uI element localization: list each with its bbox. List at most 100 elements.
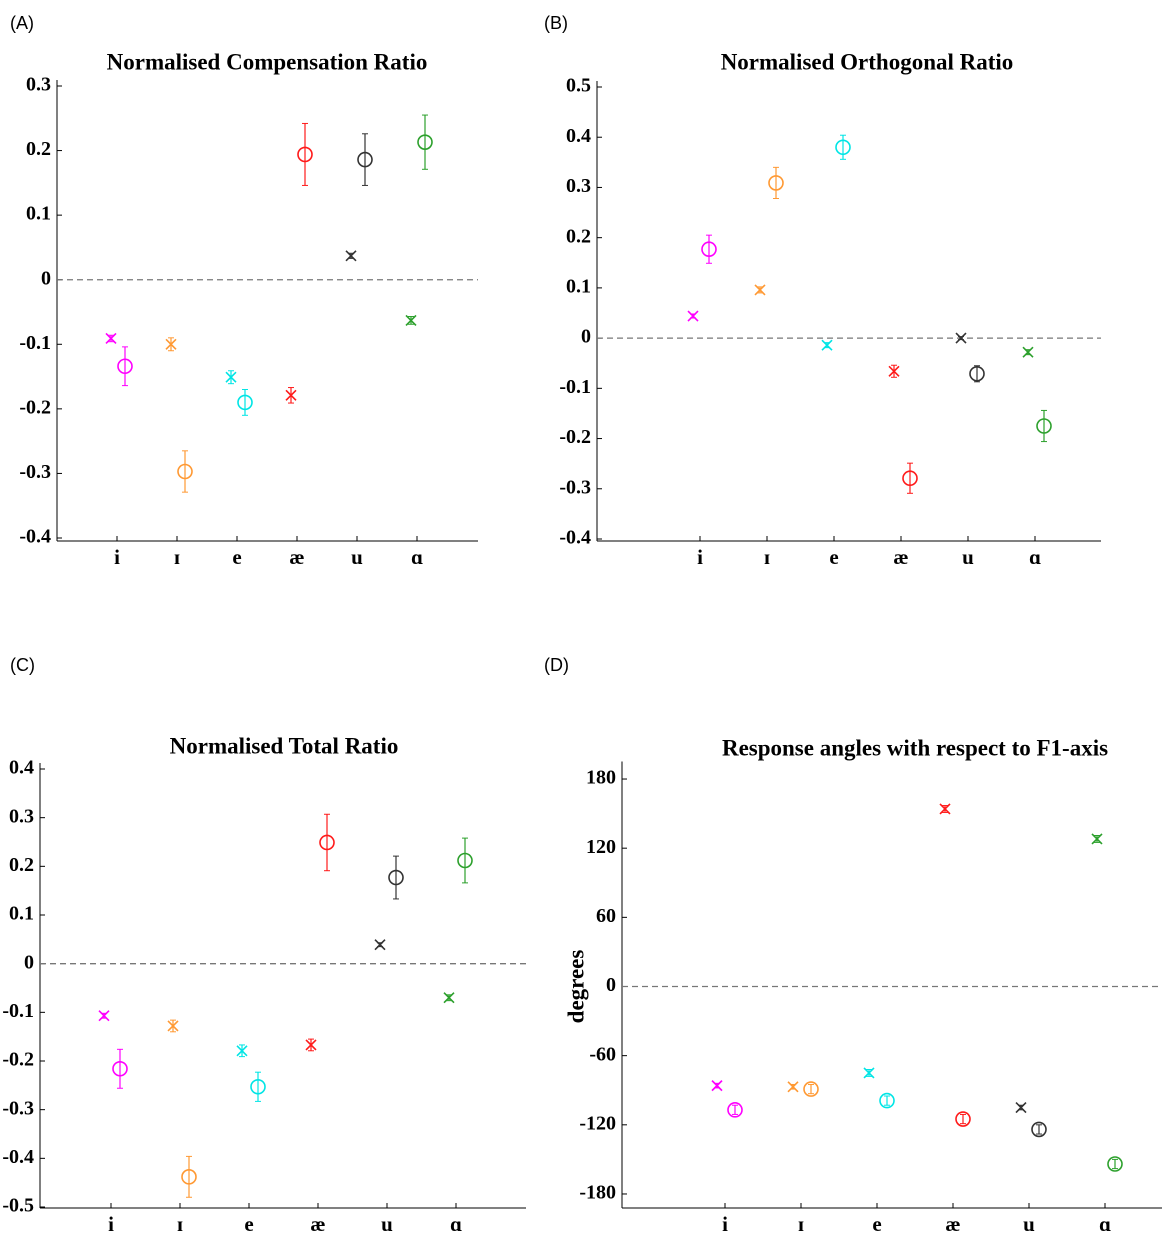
x-marker (225, 371, 237, 383)
error-bar (1112, 1158, 1118, 1170)
y-tick-label: 0.1 (9, 903, 34, 925)
error-bar (974, 365, 980, 383)
x-tick-label: ɪ (177, 1212, 183, 1234)
chart-panel: (B) Normalised Orthogonal Ratio 0.5 0.4 0.3 0… (544, 13, 1101, 569)
x-marker (167, 1020, 179, 1032)
error-bar (422, 114, 428, 170)
y-tick-label: -0.2 (2, 1049, 34, 1071)
y-tick-label: 0.1 (566, 275, 591, 297)
panel-label: (D) (544, 655, 569, 675)
x-marker (374, 939, 386, 951)
error-bar (362, 133, 368, 186)
x-tick-label: e (244, 1212, 253, 1234)
y-tick-label: 0 (41, 267, 51, 289)
x-marker (98, 1010, 110, 1022)
x-tick-label: ɑ (450, 1212, 462, 1234)
y-tick-label: 180 (586, 767, 616, 789)
x-tick-label: æ (893, 545, 908, 569)
error-bar (462, 837, 468, 884)
y-tick-label: 0.2 (9, 854, 34, 876)
y-tick-label: 0.3 (9, 805, 34, 827)
x-marker (1022, 346, 1034, 358)
y-tick-label: -60 (589, 1043, 616, 1065)
circle-marker (835, 139, 851, 156)
y-tick-label: 0.3 (26, 74, 51, 96)
x-marker (236, 1045, 248, 1057)
error-bar (840, 134, 846, 160)
x-tick-label: æ (310, 1212, 325, 1234)
error-bar (1036, 1124, 1042, 1135)
error-bar (393, 855, 399, 900)
x-tick-label: ɑ (1099, 1212, 1111, 1234)
y-tick-label: -0.4 (19, 526, 51, 548)
x-tick-label: ɑ (1029, 545, 1041, 569)
y-tick-label: -0.3 (19, 461, 51, 483)
circle-marker (388, 869, 404, 886)
x-tick-label: e (829, 545, 838, 569)
circle-marker (357, 151, 373, 168)
chart-title: Response angles with respect to F1-axis (722, 735, 1108, 760)
chart-title: Normalised Orthogonal Ratio (721, 49, 1014, 74)
x-marker (711, 1080, 723, 1092)
x-tick-label: ɪ (174, 545, 180, 569)
x-tick-label: e (872, 1212, 881, 1234)
error-bar (960, 1113, 966, 1125)
x-marker (687, 310, 699, 322)
chart-title: Normalised Compensation Ratio (107, 49, 428, 74)
circle-marker (117, 358, 133, 375)
y-tick-label: -0.4 (559, 527, 591, 549)
chart-panel: (A) Normalised Compensation Ratio 0.3 0.2 0.… (10, 13, 478, 569)
circle-marker (457, 852, 473, 869)
x-marker (443, 992, 455, 1004)
x-marker (345, 250, 357, 262)
circle-marker (955, 1111, 971, 1127)
y-tick-label: 0.3 (566, 175, 591, 197)
x-tick-label: u (1023, 1212, 1035, 1234)
x-tick-label: i (114, 545, 120, 569)
y-tick-label: 60 (596, 905, 616, 927)
x-marker (285, 389, 297, 401)
x-marker (939, 803, 951, 815)
y-tick-label: 0.2 (26, 138, 51, 160)
x-tick-label: ɪ (798, 1212, 804, 1234)
error-bar (808, 1083, 814, 1095)
y-tick-label: -180 (579, 1182, 616, 1204)
chart-title: Normalised Total Ratio (170, 733, 399, 758)
circle-marker (768, 175, 784, 191)
circle-marker (237, 394, 253, 411)
circle-marker (177, 463, 193, 480)
circle-marker (803, 1081, 819, 1097)
circle-marker (969, 365, 985, 382)
y-tick-label: -0.3 (2, 1097, 34, 1119)
error-bar (324, 813, 330, 872)
circle-marker (1031, 1121, 1047, 1138)
y-tick-label: -0.2 (19, 396, 51, 418)
y-tick-label: -0.5 (2, 1195, 34, 1217)
y-tick-label: 0.4 (566, 125, 591, 147)
y-tick-label: -120 (579, 1112, 616, 1134)
error-bar (706, 234, 712, 264)
x-tick-label: u (351, 545, 363, 569)
error-bar (1041, 409, 1047, 443)
x-marker (821, 339, 833, 351)
circle-marker (727, 1102, 743, 1118)
x-marker (1015, 1101, 1027, 1114)
circle-marker (1036, 418, 1052, 434)
y-tick-label: 0.2 (566, 225, 591, 247)
x-tick-label: i (722, 1212, 728, 1234)
y-tick-label: -0.2 (559, 426, 591, 448)
error-bar (773, 166, 779, 199)
y-tick-label: -0.1 (19, 332, 51, 354)
y-tick-label: -0.3 (559, 476, 591, 498)
y-tick-label: 0.1 (26, 203, 51, 225)
circle-marker (319, 834, 335, 851)
error-bar (186, 1155, 192, 1198)
x-tick-label: ɪ (764, 545, 770, 569)
y-tick-label: 0.5 (566, 75, 591, 97)
circle-marker (181, 1169, 197, 1185)
circle-marker (701, 241, 717, 258)
error-bar (122, 346, 128, 387)
x-marker (863, 1067, 875, 1079)
circle-marker (297, 146, 313, 163)
